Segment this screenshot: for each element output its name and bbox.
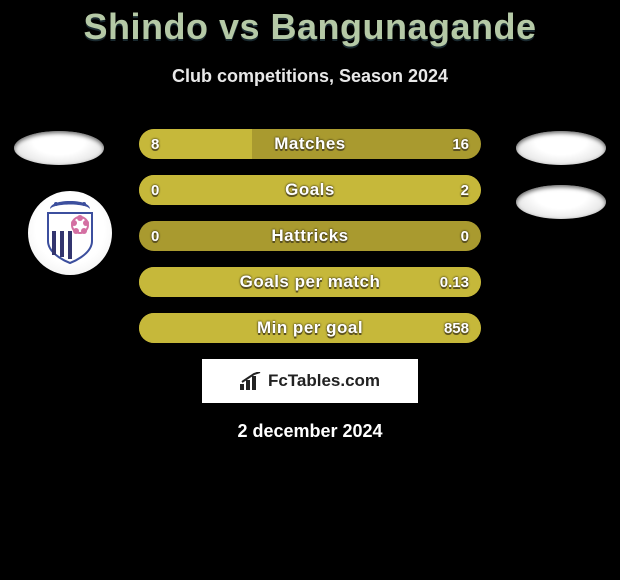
bar-label: Matches (139, 129, 481, 159)
club-crest (28, 191, 112, 275)
chart-icon (240, 372, 262, 390)
bar-label: Goals per match (139, 267, 481, 297)
player-ball-right-1 (516, 131, 606, 165)
crest-icon (40, 201, 100, 265)
stat-bar: 816Matches (139, 129, 481, 159)
bar-label: Hattricks (139, 221, 481, 251)
brand-badge[interactable]: FcTables.com (202, 359, 418, 403)
bar-label: Min per goal (139, 313, 481, 343)
page-title: Shindo vs Bangunagande (0, 0, 620, 48)
stats-stage: 816Matches 02Goals 00Hattricks 0.13Goals pe… (0, 129, 620, 442)
player-ball-right-2 (516, 185, 606, 219)
stat-bar: 02Goals (139, 175, 481, 205)
brand-text: FcTables.com (268, 371, 380, 391)
stat-bar: 00Hattricks (139, 221, 481, 251)
stat-bars: 816Matches 02Goals 00Hattricks 0.13Goals pe… (139, 129, 481, 343)
comparison-card: Shindo vs Bangunagande Club competitions… (0, 0, 620, 580)
stat-bar: 0.13Goals per match (139, 267, 481, 297)
page-subtitle: Club competitions, Season 2024 (0, 66, 620, 87)
bar-label: Goals (139, 175, 481, 205)
player-ball-left (14, 131, 104, 165)
snapshot-date: 2 december 2024 (0, 421, 620, 442)
stat-bar: 858Min per goal (139, 313, 481, 343)
